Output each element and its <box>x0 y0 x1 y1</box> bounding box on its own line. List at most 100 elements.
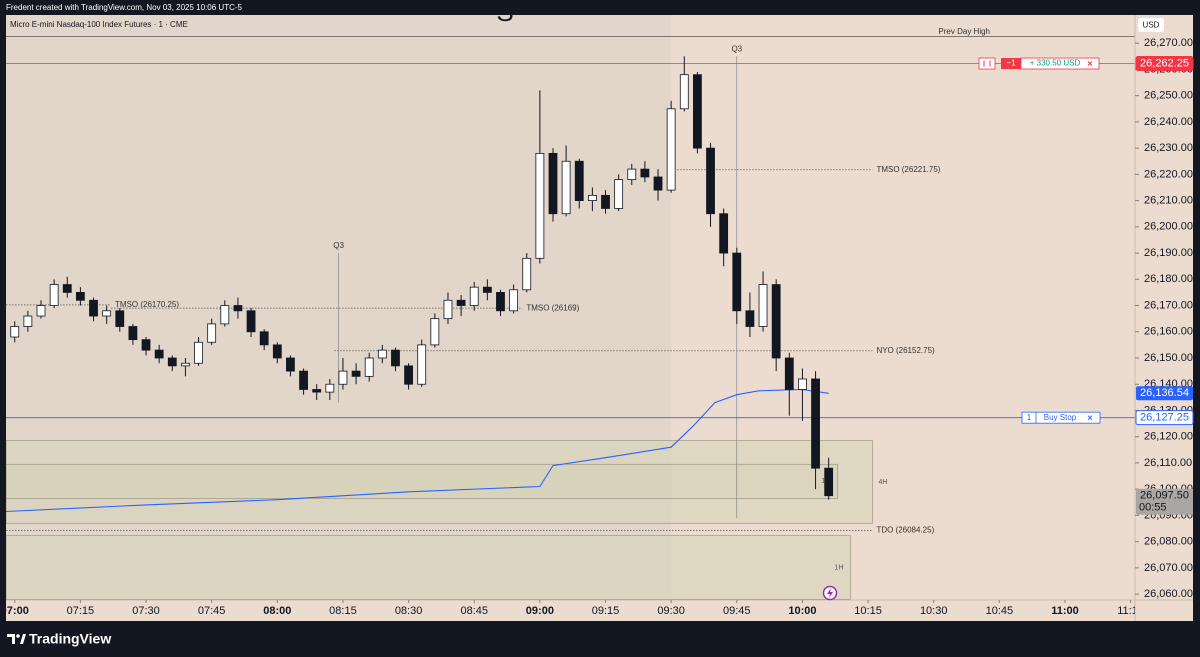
candle-body <box>719 213 729 254</box>
candle-body <box>561 160 571 215</box>
buy-stop-close[interactable] <box>1087 415 1093 421</box>
vwap-tag <box>1136 386 1193 401</box>
buy-stop-qty[interactable]: 1 <box>1027 413 1032 422</box>
alert-bolt[interactable] <box>827 588 833 598</box>
candle-body <box>798 378 807 390</box>
candle-body <box>194 341 203 364</box>
candle-body <box>246 310 256 333</box>
x-tick-label: 08:30 <box>395 605 423 617</box>
candle-body <box>167 357 177 367</box>
top-bar <box>0 0 1200 15</box>
level-label: TDO (26084.25) <box>876 526 934 535</box>
y-tick-label: 26,060.00 <box>1144 588 1193 600</box>
candle-body <box>732 252 742 312</box>
candle-body <box>23 315 33 327</box>
candle-body <box>627 168 637 181</box>
candle-body <box>706 147 715 215</box>
credit: Fredent created with TradingView.com, No… <box>6 3 243 12</box>
candle-body <box>784 357 794 390</box>
candle-body <box>614 179 624 209</box>
x-tick-label: 09:15 <box>592 605 620 617</box>
logo-dot <box>16 634 20 638</box>
x-tick-label: 10:30 <box>920 605 948 617</box>
price-tag <box>1135 410 1194 426</box>
y-tick-label: 26,120.00 <box>1144 431 1193 443</box>
candle-body <box>535 152 545 259</box>
position-pnl[interactable]: + 330.50 USD <box>1030 59 1081 68</box>
candle-body <box>548 152 558 215</box>
x-tick-label: 07:00 <box>1 605 29 617</box>
candle-body <box>456 299 466 306</box>
price-tag <box>1135 56 1194 72</box>
y-tick-label: 26,210.00 <box>1144 195 1193 207</box>
y-tick-label: 26,270.00 <box>1144 37 1193 49</box>
position-pnl-box[interactable] <box>1020 57 1100 70</box>
candle-body <box>75 292 85 301</box>
x-tick-label: 07:45 <box>198 605 226 617</box>
position-icon-box[interactable] <box>978 57 996 70</box>
currency[interactable]: USD <box>1143 21 1160 30</box>
candle-body <box>102 310 112 317</box>
alert-icon[interactable] <box>822 585 838 601</box>
candle-body <box>443 299 453 320</box>
y-tick-label: 26,230.00 <box>1144 142 1193 154</box>
candle-body <box>377 349 387 359</box>
candle-body <box>154 349 164 359</box>
candle-body <box>10 326 20 338</box>
candle-body <box>693 74 702 149</box>
position-qty-box[interactable] <box>1001 58 1021 70</box>
candle-body <box>272 344 282 359</box>
level-label: TMSO (26170.25) <box>115 300 179 309</box>
x-tick-label: 10:00 <box>788 605 816 617</box>
candle-body <box>128 326 138 341</box>
candle-body <box>286 357 295 372</box>
candle-body <box>141 339 151 351</box>
y-tick-label: 26,190.00 <box>1144 247 1193 259</box>
prev-day-high-label: Prev Day High <box>938 27 990 36</box>
symbol: Micro E-mini Nasdaq-100 Index Futures · … <box>10 20 188 29</box>
candle-body <box>482 286 492 293</box>
x-tick-label: 07:15 <box>67 605 95 617</box>
y-tick-label: 26,170.00 <box>1144 299 1193 311</box>
candle-body <box>325 383 335 393</box>
candle-body <box>509 289 519 312</box>
candle-body <box>811 378 820 469</box>
level-label: NYO (26152.75) <box>876 346 935 355</box>
position-icon[interactable] <box>983 60 991 67</box>
candle-body <box>496 292 505 312</box>
candle-body <box>181 362 190 367</box>
candle-body <box>666 108 676 191</box>
candle-body <box>824 467 834 497</box>
y-tick-label: 26,180.00 <box>1144 273 1193 285</box>
level-label: TMSO (26221.75) <box>876 165 940 174</box>
buy-stop-text[interactable]: Buy Stop <box>1044 413 1077 422</box>
candle-body <box>391 349 400 367</box>
candle-body <box>299 370 308 390</box>
candle-body <box>758 284 768 327</box>
candle-body <box>62 284 72 293</box>
x-tick-label: 10:15 <box>854 605 882 617</box>
position-close[interactable] <box>1087 61 1093 66</box>
zone-label: 1H <box>835 564 844 571</box>
y-tick-label: 26,160.00 <box>1144 326 1193 338</box>
x-tick-label: 11:00 <box>1051 605 1079 617</box>
candle-body <box>49 284 59 306</box>
candle-body <box>679 74 689 110</box>
position-qty[interactable]: −1 <box>1006 59 1016 68</box>
logo-part <box>20 634 26 644</box>
candle-body <box>312 389 322 393</box>
candle-body <box>574 160 584 201</box>
price-tag-label: 26,262.25 <box>1140 57 1189 69</box>
candle-body <box>587 194 597 201</box>
buy-stop-box[interactable] <box>1021 411 1101 424</box>
candle-body <box>89 299 98 317</box>
zone <box>6 535 851 600</box>
level-label: TMSO (26169) <box>526 303 579 312</box>
footer <box>0 622 1200 657</box>
currency-box[interactable] <box>1138 18 1164 32</box>
candle-body <box>640 168 650 178</box>
y-tick-label: 26,150.00 <box>1144 352 1193 364</box>
y-tick-label: 26,220.00 <box>1144 168 1193 180</box>
candle-body <box>771 284 781 359</box>
y-tick-label: 26,080.00 <box>1144 536 1193 548</box>
